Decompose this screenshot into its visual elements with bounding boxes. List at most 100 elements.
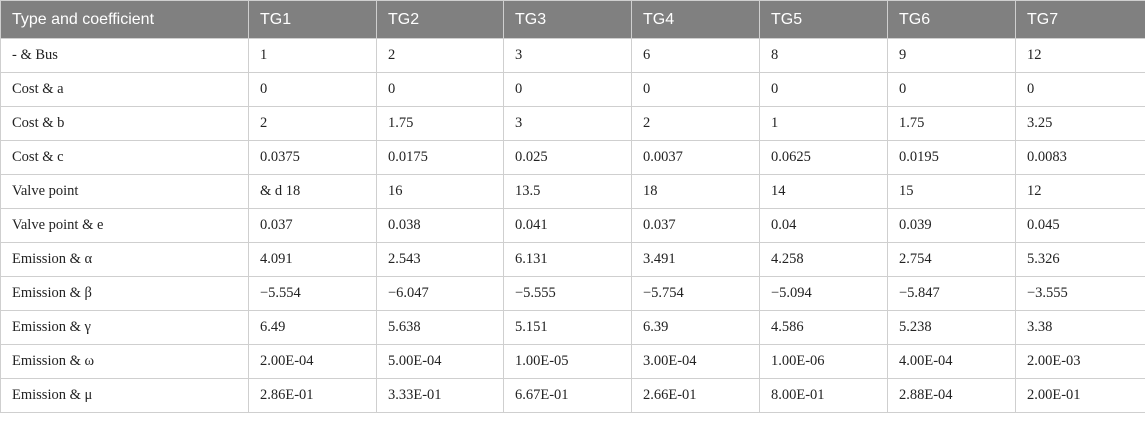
table-cell: 2.00E-01	[1015, 378, 1145, 413]
table-cell: 4.00E-04	[887, 344, 1016, 379]
table-cell: 1.75	[887, 106, 1016, 141]
table-cell: 4.586	[759, 310, 888, 345]
table-cell: −5.847	[887, 276, 1016, 311]
table-cell: 12	[1015, 174, 1145, 209]
table-cell: 0	[248, 72, 377, 107]
table-cell: 2.86E-01	[248, 378, 377, 413]
row-label: Emission & μ	[0, 378, 249, 413]
table-cell: 14	[759, 174, 888, 209]
table-cell: 2.00E-03	[1015, 344, 1145, 379]
table-row: Emission & μ 2.86E-01 3.33E-01 6.67E-01 2.66…	[0, 378, 1145, 413]
table-cell: 0	[631, 72, 760, 107]
table-cell: 0.0625	[759, 140, 888, 175]
table-cell: 0	[1015, 72, 1145, 107]
header-cell: TG4	[631, 0, 760, 39]
table-cell: −5.754	[631, 276, 760, 311]
table-cell: 3	[503, 106, 632, 141]
table-cell: 15	[887, 174, 1016, 209]
row-label: - & Bus	[0, 38, 249, 73]
row-label: Valve point	[0, 174, 249, 209]
table-cell: 4.258	[759, 242, 888, 277]
table-cell: −6.047	[376, 276, 504, 311]
row-label: Emission & ω	[0, 344, 249, 379]
table-cell: 3.25	[1015, 106, 1145, 141]
table-cell: 0	[759, 72, 888, 107]
table-cell: 1	[759, 106, 888, 141]
table-cell: −5.554	[248, 276, 377, 311]
row-label: Cost & c	[0, 140, 249, 175]
header-cell: TG3	[503, 0, 632, 39]
table-row: Emission & ω 2.00E-04 5.00E-04 1.00E-05 3.00…	[0, 344, 1145, 379]
table-cell: 5.238	[887, 310, 1016, 345]
header-row: Type and coefficient TG1 TG2 TG3 TG4 TG5 TG6 TG…	[0, 0, 1145, 39]
row-label: Cost & a	[0, 72, 249, 107]
table-row: Emission & α 4.091 2.543 6.131 3.491 4.258 2.7…	[0, 242, 1145, 277]
table-cell: 2	[631, 106, 760, 141]
table-cell: 5.151	[503, 310, 632, 345]
row-label: Emission & γ	[0, 310, 249, 345]
table-cell: 3	[503, 38, 632, 73]
table-cell: 0.0083	[1015, 140, 1145, 175]
table-cell: 0.037	[631, 208, 760, 243]
table-cell: 6	[631, 38, 760, 73]
table-cell: 3.38	[1015, 310, 1145, 345]
table-cell: −5.555	[503, 276, 632, 311]
row-label: Valve point & e	[0, 208, 249, 243]
table-cell: 2	[248, 106, 377, 141]
row-label: Emission & β	[0, 276, 249, 311]
table-cell: −3.555	[1015, 276, 1145, 311]
table-cell: 2.88E-04	[887, 378, 1016, 413]
row-label: Cost & b	[0, 106, 249, 141]
table-cell: 3.491	[631, 242, 760, 277]
table-cell: 8.00E-01	[759, 378, 888, 413]
table-cell: 0.0037	[631, 140, 760, 175]
table-cell: −5.094	[759, 276, 888, 311]
table-cell: 0.038	[376, 208, 504, 243]
table-cell: 18	[631, 174, 760, 209]
table-cell: 2	[376, 38, 504, 73]
table-cell: 0.0175	[376, 140, 504, 175]
table-cell: 13.5	[503, 174, 632, 209]
table-cell: 9	[887, 38, 1016, 73]
table-cell: 3.33E-01	[376, 378, 504, 413]
table-cell: 0.0195	[887, 140, 1016, 175]
table-row: Emission & γ 6.49 5.638 5.151 6.39 4.586 5.238…	[0, 310, 1145, 345]
header-cell: TG6	[887, 0, 1016, 39]
table-cell: 0.025	[503, 140, 632, 175]
table-cell: 2.66E-01	[631, 378, 760, 413]
table-row: - & Bus 1 2 3 6 8 9 12	[0, 38, 1145, 73]
table-cell: 12	[1015, 38, 1145, 73]
table-cell: 5.00E-04	[376, 344, 504, 379]
table-cell: 6.49	[248, 310, 377, 345]
table-cell: 0.045	[1015, 208, 1145, 243]
header-cell: TG2	[376, 0, 504, 39]
table-row: Emission & β −5.554 −6.047 −5.555 −5.754 −5.0…	[0, 276, 1145, 311]
table-cell: 8	[759, 38, 888, 73]
table-cell: 1.00E-06	[759, 344, 888, 379]
table-cell: 6.67E-01	[503, 378, 632, 413]
table-cell: 0	[376, 72, 504, 107]
table-cell: 2.543	[376, 242, 504, 277]
header-cell: TG1	[248, 0, 377, 39]
table-cell: 0.04	[759, 208, 888, 243]
table-cell: 0	[503, 72, 632, 107]
table-row: Cost & b 2 1.75 3 2 1 1.75 3.25	[0, 106, 1145, 141]
table-cell: & d 18	[248, 174, 377, 209]
table-row: Valve point & d 18 16 13.5 18 14 15 12	[0, 174, 1145, 209]
table-cell: 1	[248, 38, 377, 73]
table-cell: 0	[887, 72, 1016, 107]
table-cell: 5.326	[1015, 242, 1145, 277]
table-cell: 0.041	[503, 208, 632, 243]
table-cell: 5.638	[376, 310, 504, 345]
table-cell: 1.75	[376, 106, 504, 141]
table-cell: 3.00E-04	[631, 344, 760, 379]
header-cell: TG7	[1015, 0, 1145, 39]
table-cell: 2.754	[887, 242, 1016, 277]
table-cell: 6.39	[631, 310, 760, 345]
table-cell: 0.039	[887, 208, 1016, 243]
table-cell: 0.0375	[248, 140, 377, 175]
